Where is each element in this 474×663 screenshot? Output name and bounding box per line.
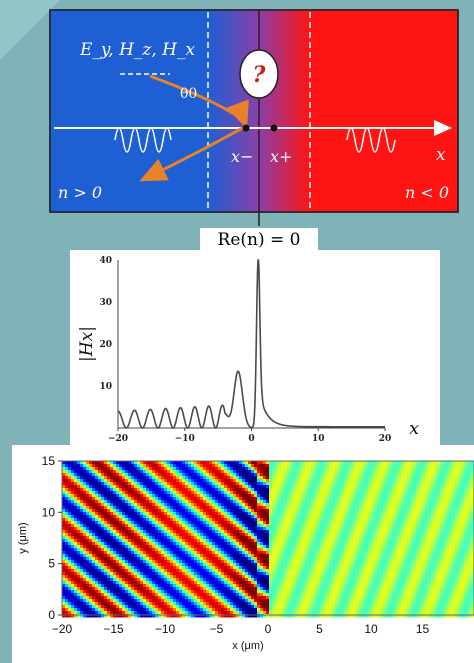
right-wave-icon [346,127,396,153]
c-x-tick-label: −15 [103,622,124,636]
b-x-tick-label: 10 [312,434,325,444]
x-minus-point [242,124,250,132]
x-minus-label: x− [231,147,253,166]
angle-label: θ0 [180,86,197,102]
b-x-tick-label: −20 [108,434,128,444]
reflected-ray [139,124,247,182]
c-y-tick-label: 10 [42,505,56,519]
panel-c-heatmap: −20 −15 −10 −5 0 5 10 15 0 5 10 15 y (μm) x (μm) [12,445,474,663]
c-y-tick-label: 0 [48,608,55,622]
interface-label-box [200,228,318,250]
b-y-tick-label: 40 [99,256,112,266]
b-x-tick-label: 0 [248,434,254,444]
b-x-tick-label: −10 [175,434,195,444]
b-y-tick-label: 10 [99,382,112,392]
c-x-tick-label: 5 [316,622,323,636]
left-wave-icon [114,127,172,153]
b-y-tick-label: 20 [99,340,112,350]
unknown-ellipse [239,49,279,99]
x-plus-point [270,124,278,132]
b-y-tick-label: 30 [99,298,112,308]
interface-label: Re(n) = 0 [218,230,301,250]
c-x-tick-label: −5 [210,622,224,636]
left-index-label: n > 0 [58,183,102,202]
c-x-tick-label: 15 [416,622,430,636]
positive-index-region [50,10,208,212]
c-x-tick-label: 0 [265,622,272,636]
c-x-tick-label: −10 [155,622,176,636]
incident-ray [149,74,249,129]
c-y-tick-label: 5 [48,557,55,571]
question-mark: ? [253,62,267,88]
b-series-line [117,259,385,429]
b-x-axis-label: x [409,418,419,439]
c-y-tick-label: 15 [42,454,56,468]
panel-a-schematic: ? E_y, H_z, H_x θ0 x− x+ x n > 0 n < 0 R… [49,9,459,250]
c-x-tick-label: −20 [52,622,73,636]
right-index-label: n < 0 [405,183,449,202]
c-x-axis-label: x (μm) [232,640,263,652]
b-x-tick-label: 20 [379,434,392,444]
b-y-axis-label: |Hx| [77,326,97,362]
panel-b-line-chart: −20 −10 0 10 20 10 20 30 40 |Hx| x [70,250,440,445]
c-y-axis-label: y (μm) [17,522,29,553]
field-label: E_y, H_z, H_x [79,40,195,60]
c-x-tick-label: 10 [364,622,378,636]
x-plus-label: x+ [270,147,292,166]
x-axis-label: x [436,145,446,165]
c-plot-frame [61,460,474,616]
